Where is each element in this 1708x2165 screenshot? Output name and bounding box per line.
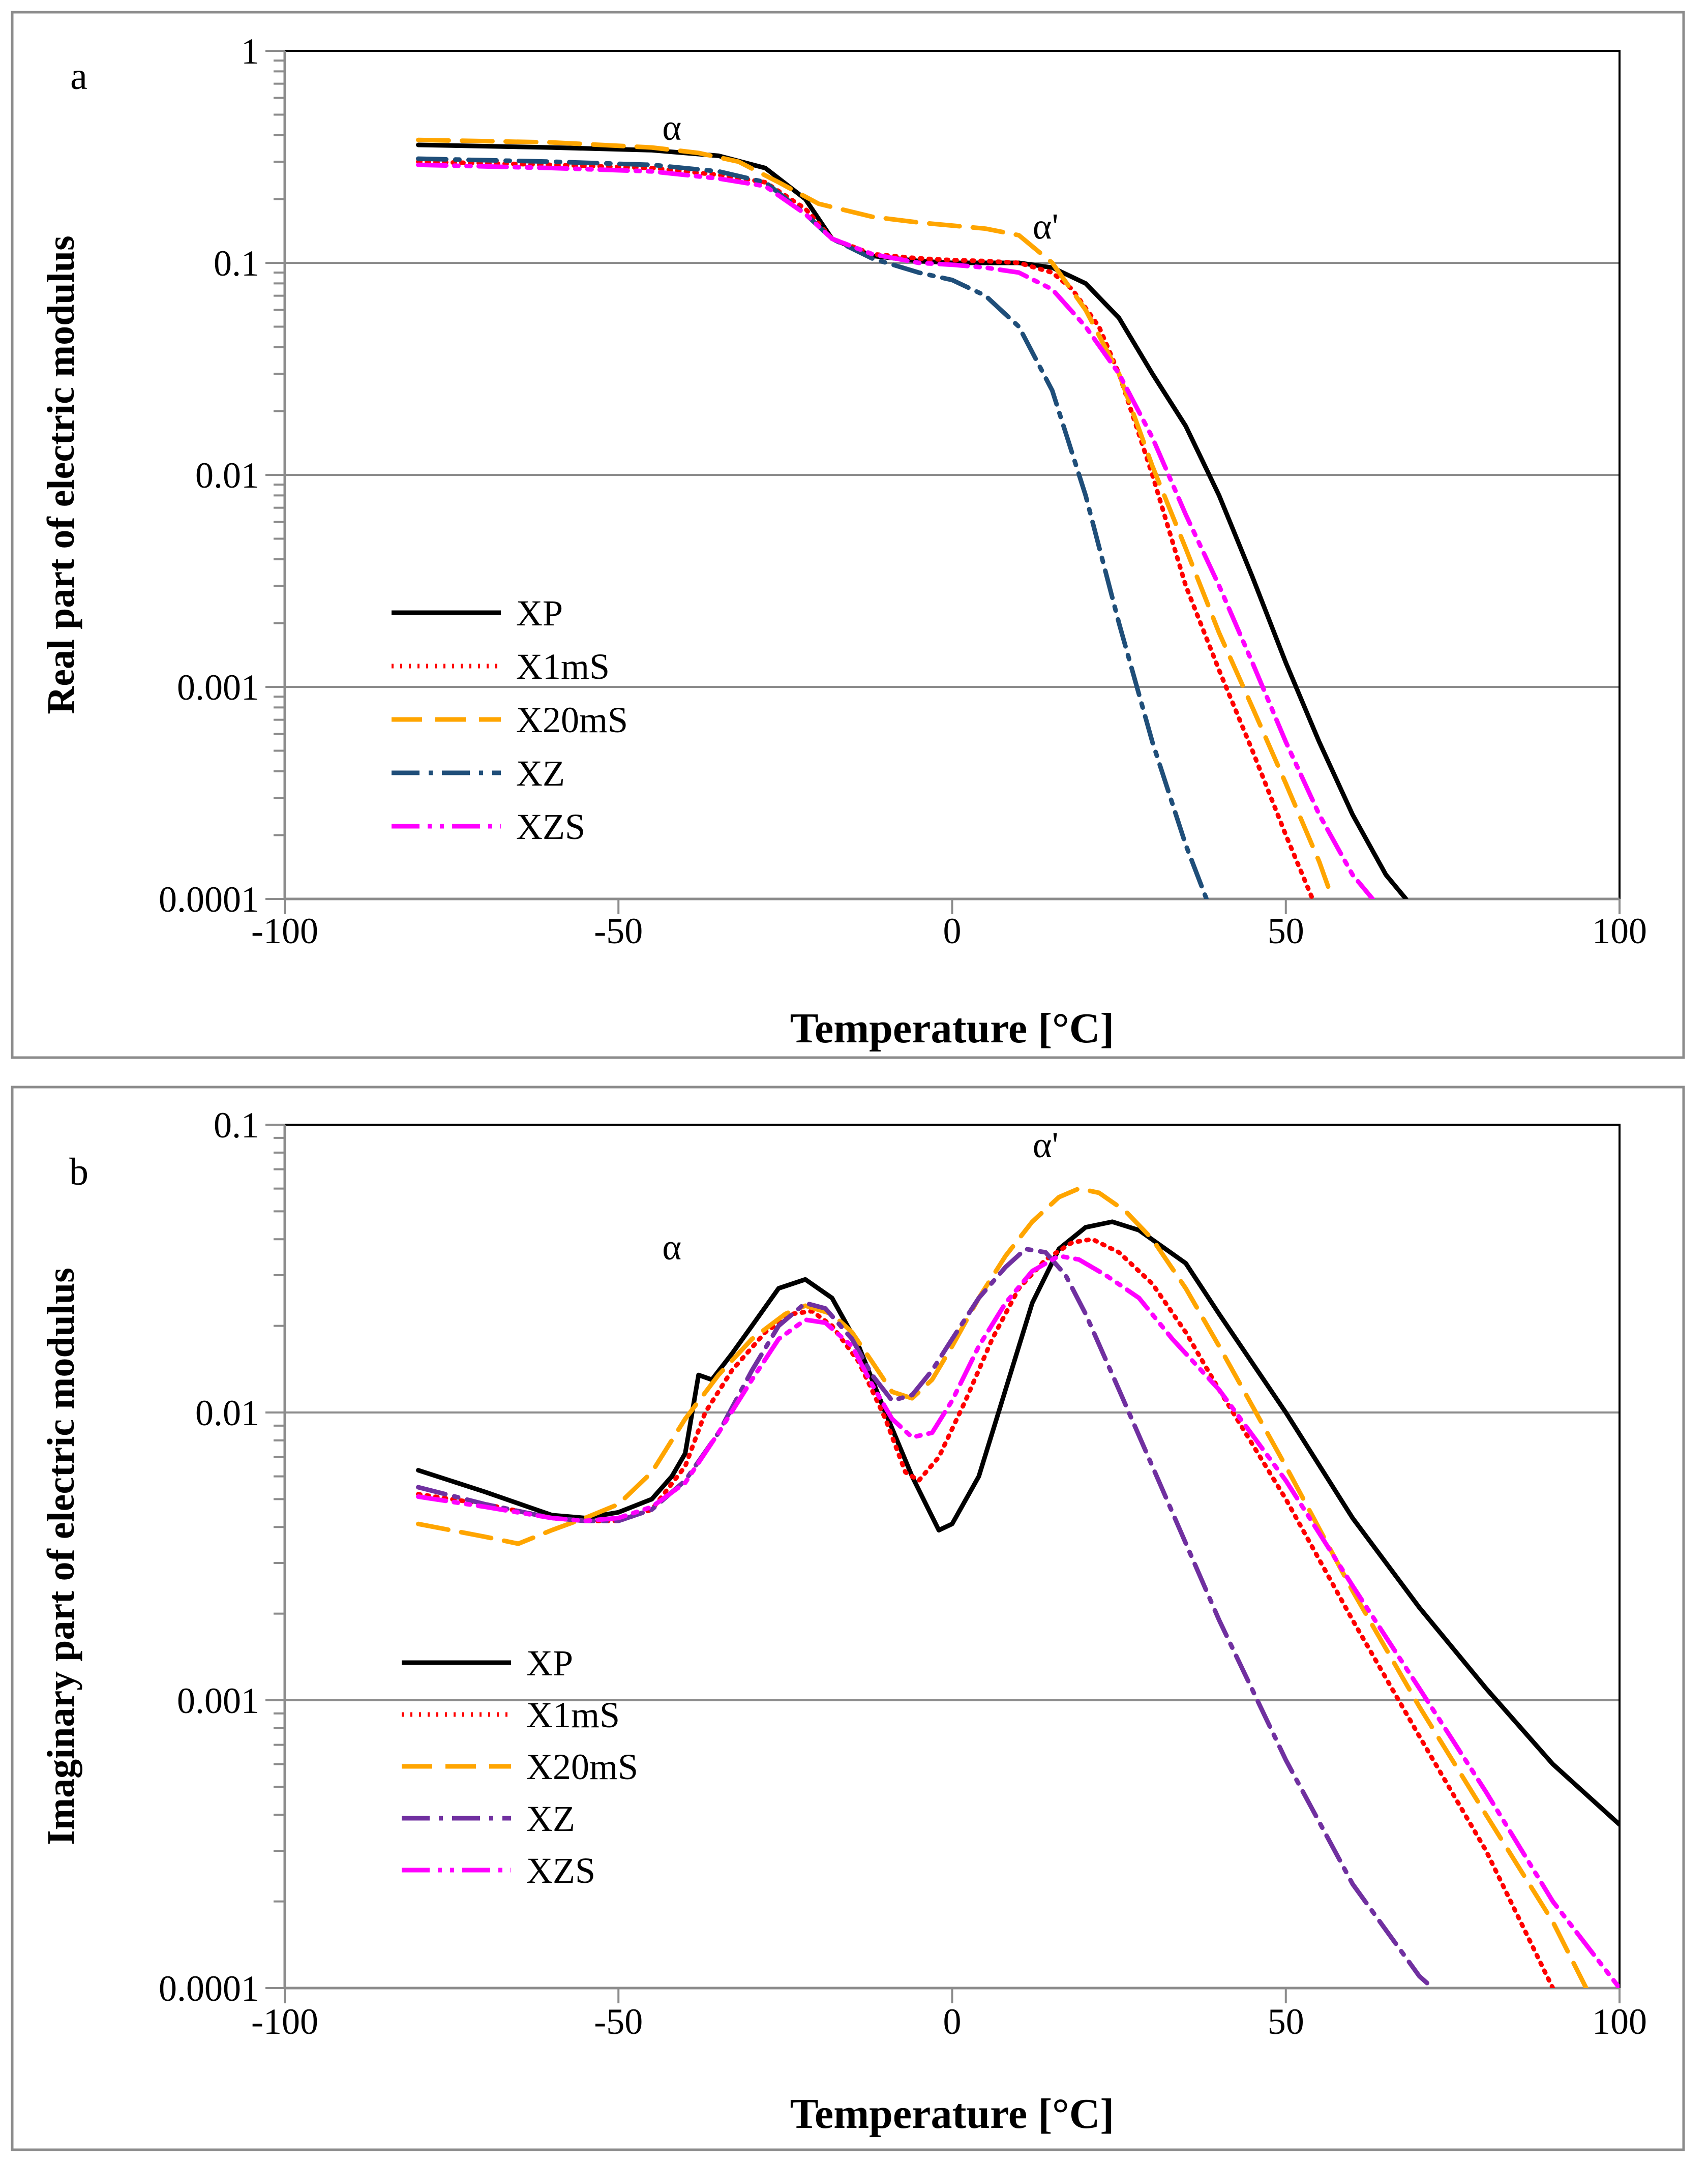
legend-label-xp: XP (516, 593, 563, 634)
legend-label-xp: XP (526, 1643, 573, 1683)
series-line-xzs (416, 162, 1375, 899)
x-tick-label: 0 (943, 911, 962, 951)
legend-label-x1ms: X1mS (526, 1695, 620, 1735)
legend-label-x20ms: X20mS (516, 700, 628, 740)
series-line-x1ms (416, 1237, 1555, 1988)
y-axis-title: Imaginary part of electric modulus (40, 1268, 82, 1845)
panel-frame (11, 1086, 1685, 2151)
panel-b: 0.0001 0.001 0.01 0.1 -100 -50 0 50 100 Temperatu… (11, 1086, 1685, 2151)
x-tick-label: 100 (1592, 2001, 1647, 2042)
x-tick-label: 100 (1592, 911, 1647, 951)
x-axis-title: Temperature [°C] (790, 2090, 1115, 2138)
annotation-label: α (662, 1227, 681, 1268)
series-line-x20ms (416, 1186, 1589, 1988)
legend-label-xzs: XZS (526, 1850, 595, 1891)
legend-label-xz: XZ (516, 753, 565, 794)
series-line-xp (416, 142, 1409, 899)
series-line-x20ms (416, 137, 1335, 899)
x-tick-label: -50 (594, 911, 643, 951)
x-tick-label: 50 (1268, 2001, 1304, 2042)
y-tick-label: 0.1 (214, 243, 259, 284)
panel-frame (11, 11, 1685, 1059)
annotation-label: α (662, 107, 681, 148)
legend: XP X1mS X20mS XZ XZS (392, 593, 628, 847)
panel-label: a (70, 55, 87, 98)
x-tick-label: -100 (251, 2001, 318, 2042)
x-tick-label: -50 (594, 2001, 643, 2042)
y-tick-label: 1 (241, 31, 259, 72)
legend-label-xzs: XZS (516, 806, 585, 847)
series-line-xz (416, 156, 1209, 899)
annotation-label: α' (1033, 1125, 1059, 1165)
y-tick-label: 0.0001 (159, 879, 259, 920)
annotation-label: α' (1033, 206, 1059, 247)
y-tick-label: 0.001 (177, 667, 259, 708)
panel-label: b (69, 1151, 88, 1193)
series-line-xzs (416, 1253, 1620, 1988)
y-tick-label: 0.01 (195, 455, 259, 496)
x-tick-label: 50 (1268, 911, 1304, 951)
legend-label-xz: XZ (526, 1798, 575, 1839)
y-tick-label: 0.1 (214, 1105, 259, 1146)
legend-label-x1ms: X1mS (516, 646, 610, 687)
series-line-xz (416, 1246, 1435, 1988)
x-axis-title: Temperature [°C] (790, 1005, 1115, 1052)
y-axis-title: Real part of electric modulus (40, 235, 82, 714)
x-tick-label: 0 (943, 2001, 962, 2042)
panel-a: 0.0001 0.001 0.01 0.1 1 -100 -50 0 50 100 Temperat… (11, 11, 1685, 1059)
y-tick-label: 0.01 (195, 1393, 259, 1433)
y-tick-label: 0.001 (177, 1680, 259, 1721)
legend-label-x20ms: X20mS (526, 1747, 638, 1787)
x-tick-label: -100 (251, 911, 318, 951)
y-tick-label: 0.0001 (159, 1968, 259, 2009)
legend: XP X1mS X20mS XZ XZS (402, 1643, 638, 1891)
